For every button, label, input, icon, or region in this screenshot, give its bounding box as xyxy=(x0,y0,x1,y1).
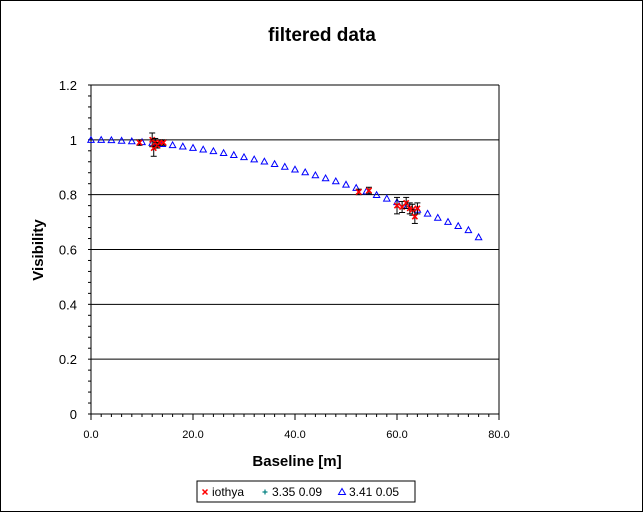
triangle-point xyxy=(433,213,442,221)
triangle-point xyxy=(280,162,289,170)
legend-box xyxy=(196,480,416,503)
triangle-point xyxy=(341,180,351,188)
x-point xyxy=(414,205,421,212)
triangle-point xyxy=(454,221,463,229)
triangle-point xyxy=(107,135,116,144)
x-tick-label: 60.0 xyxy=(386,429,407,441)
series-iothya xyxy=(136,132,421,224)
y-tick-label: 0.4 xyxy=(59,297,77,312)
gridlines xyxy=(91,84,499,360)
x-point xyxy=(160,139,167,146)
triangle-point xyxy=(301,167,310,176)
x-point xyxy=(355,188,362,196)
triangle-point xyxy=(229,150,238,158)
y-axis-title: Visibility xyxy=(30,219,47,281)
triangle-point xyxy=(290,165,300,173)
triangle-point xyxy=(117,136,126,144)
legend-marker-x xyxy=(201,488,209,496)
triangle-point xyxy=(178,142,187,150)
y-tick-label: 0.6 xyxy=(59,243,77,258)
triangle-point xyxy=(260,157,269,165)
triangle-point xyxy=(474,232,483,241)
triangle-point xyxy=(250,155,259,163)
triangle-point xyxy=(464,225,473,234)
x-point xyxy=(136,139,143,146)
x-point xyxy=(403,199,410,207)
triangle-point xyxy=(188,143,198,151)
triangle-point xyxy=(127,136,136,145)
triangle-point xyxy=(372,190,381,199)
x-tick-label: 40.0 xyxy=(284,429,305,441)
x-tick-label: 20.0 xyxy=(182,429,203,441)
legend-label: 3.35 0.09 xyxy=(272,485,322,499)
y-tick-label: 0.8 xyxy=(59,188,77,203)
legend-label: iothya xyxy=(212,485,244,499)
triangle-point xyxy=(311,170,320,179)
x-point xyxy=(393,202,401,209)
triangle-point xyxy=(168,140,177,149)
triangle-point xyxy=(199,145,208,153)
axes xyxy=(88,84,500,420)
legend-marker-plus xyxy=(262,489,268,495)
triangle-point xyxy=(239,152,249,161)
legend-label: 3.41 0.05 xyxy=(349,485,399,499)
y-tick-label: 0.2 xyxy=(59,352,77,367)
x-tick-label: 0.0 xyxy=(83,429,98,441)
triangle-point xyxy=(270,159,279,168)
x-axis-title: Baseline [m] xyxy=(252,453,341,470)
triangle-point xyxy=(321,173,330,182)
triangle-point xyxy=(86,135,96,143)
y-tick-label: 1 xyxy=(70,133,77,148)
y-tick-labels: 0 0.2 0.4 0.6 0.8 1 1.2 xyxy=(59,78,77,422)
triangle-point xyxy=(443,217,453,225)
chart-title: filtered data xyxy=(268,25,376,46)
y-tick-label: 1.2 xyxy=(59,78,77,93)
y-tick-label: 0 xyxy=(70,407,77,422)
x-tick-labels: 0.0 20.0 40.0 60.0 80.0 xyxy=(83,429,509,441)
triangle-point xyxy=(423,209,432,217)
triangle-point xyxy=(331,177,340,185)
x-tick-label: 80.0 xyxy=(488,429,509,441)
x-point xyxy=(411,213,419,220)
triangle-point xyxy=(97,135,106,143)
legend-marker-triangle xyxy=(337,487,347,495)
legend: iothya 3.35 0.09 3.41 0.05 xyxy=(196,480,416,503)
series-model-b xyxy=(86,135,483,241)
triangle-point xyxy=(219,148,228,157)
triangle-point xyxy=(209,146,218,155)
x-point xyxy=(365,187,373,194)
triangle-point xyxy=(382,194,391,202)
